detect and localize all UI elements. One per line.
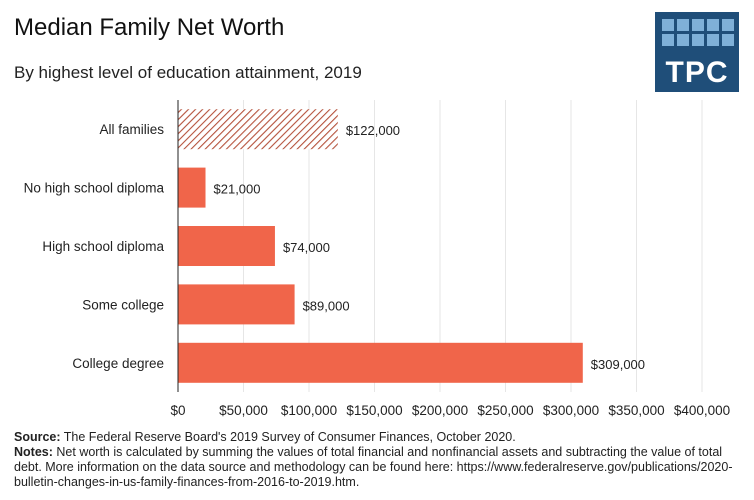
x-tick-label: $100,000 — [281, 403, 337, 418]
x-tick-label: $250,000 — [477, 403, 533, 418]
bar-chart: $0 $50,000 $100,000 $150,000 $200,000 $250,00… — [24, 100, 731, 418]
value-label: $89,000 — [303, 298, 350, 313]
tpc-logo: TPC — [655, 12, 739, 92]
source-text: The Federal Reserve Board's 2019 Survey … — [63, 430, 516, 444]
value-label: $309,000 — [591, 357, 645, 372]
value-label: $122,000 — [346, 123, 400, 138]
notes-label: Notes: — [14, 445, 53, 459]
category-label: No high school diploma — [24, 181, 165, 196]
chart-title: Median Family Net Worth — [14, 14, 285, 41]
bar — [178, 226, 275, 266]
x-tick-label: $300,000 — [543, 403, 599, 418]
footnotes: Source: The Federal Reserve Board's 2019… — [14, 430, 742, 490]
notes-line: Notes: Net worth is calculated by summin… — [14, 445, 742, 490]
source-label: Source: — [14, 430, 61, 444]
bar — [178, 342, 583, 383]
category-label: All families — [99, 122, 164, 137]
chart-subtitle: By highest level of education attainment… — [14, 63, 362, 82]
bar — [178, 109, 338, 150]
value-label: $21,000 — [214, 182, 261, 197]
category-label: High school diploma — [42, 239, 164, 254]
bars — [178, 109, 583, 383]
bar — [178, 167, 206, 208]
x-tick-label: $350,000 — [608, 403, 664, 418]
logo-text: TPC — [665, 56, 729, 89]
value-label: $74,000 — [283, 240, 330, 255]
x-tick-label: $150,000 — [346, 403, 402, 418]
labels: $0 $50,000 $100,000 $150,000 $200,000 $250,00… — [24, 122, 731, 418]
source-line: Source: The Federal Reserve Board's 2019… — [14, 430, 742, 445]
category-label: College degree — [72, 356, 164, 371]
x-tick-label: $50,000 — [219, 403, 268, 418]
notes-text: Net worth is calculated by summing the v… — [14, 445, 733, 489]
x-tick-label: $200,000 — [412, 403, 468, 418]
category-label: Some college — [82, 297, 164, 312]
bar — [178, 284, 295, 325]
x-tick-label: $400,000 — [674, 403, 730, 418]
x-tick-label: $0 — [170, 403, 185, 418]
